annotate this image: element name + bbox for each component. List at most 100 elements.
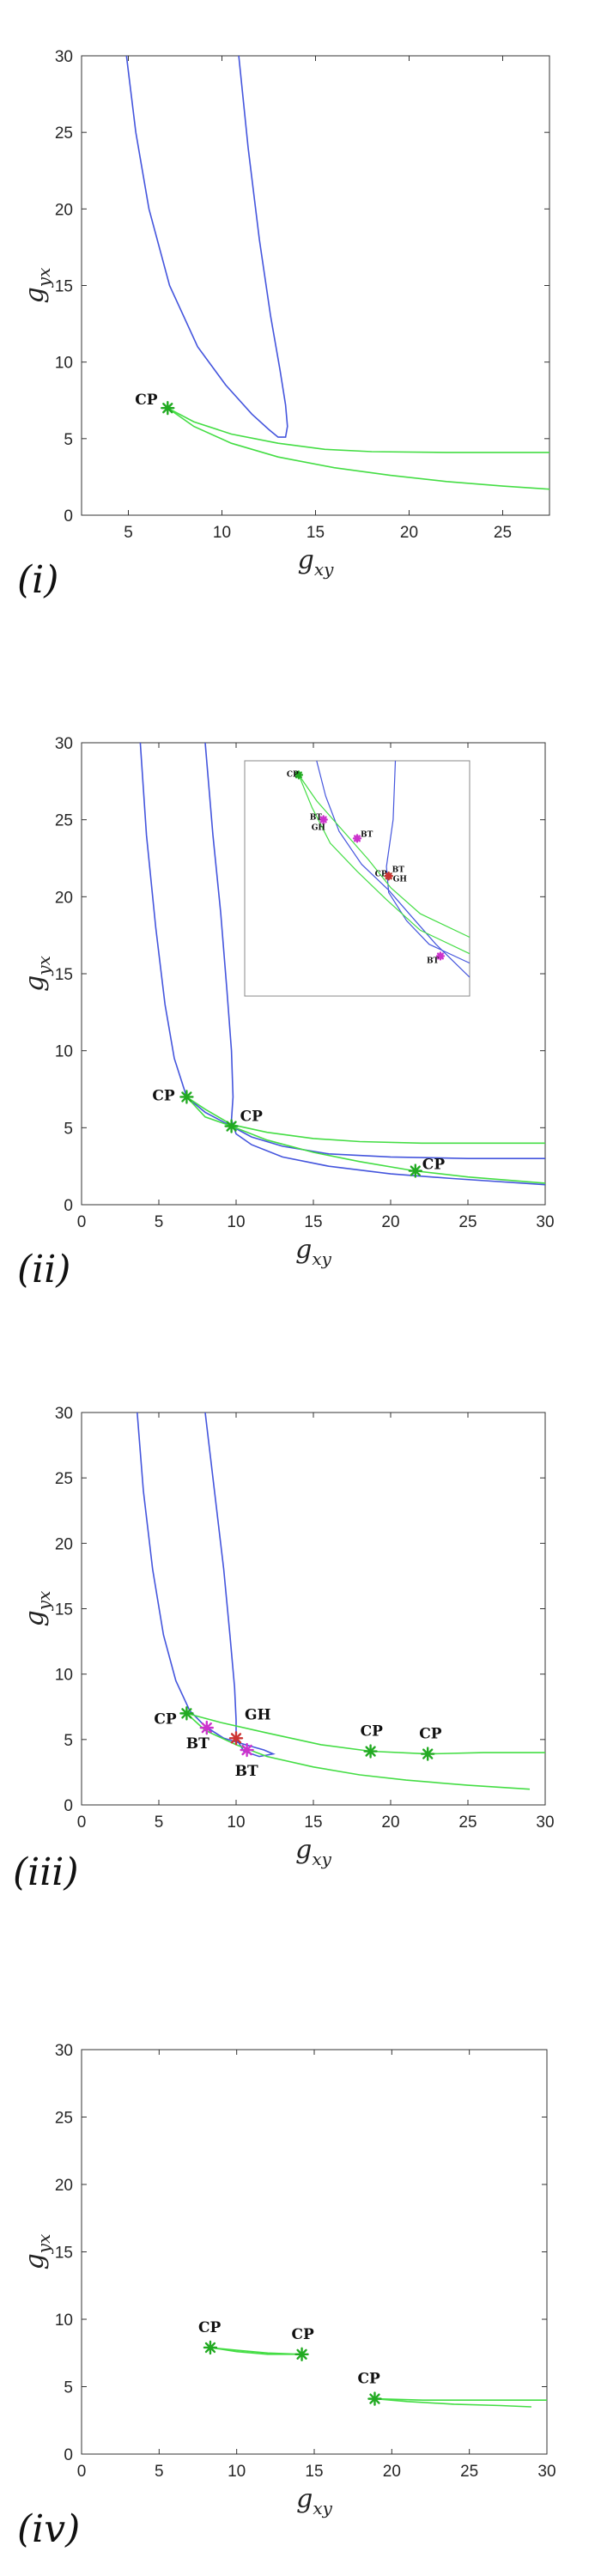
panel-iii: 0 5 10 15 20 25 30 0 5 10 15 20 25 30 gxy gyx CP BT GH BT CP…: [13, 1405, 555, 1894]
y-tick-label: 30: [55, 2042, 73, 2060]
marker-cp: [179, 1090, 194, 1104]
y-tick-label: 20: [55, 889, 73, 907]
x-tick-label: 5: [124, 524, 133, 542]
y-tick-label: 15: [55, 2245, 73, 2263]
inset-series: [298, 775, 470, 955]
x-tick-label: 5: [155, 2463, 164, 2481]
inset-series: [298, 775, 470, 939]
marker-label: CP: [357, 2371, 380, 2388]
marker-label: CP: [361, 1723, 384, 1741]
y-tick-label: 0: [64, 1797, 73, 1815]
x-tick-label: 0: [77, 1213, 87, 1231]
marker-cp: [367, 2391, 382, 2406]
x-axis-label: gxy: [295, 1835, 331, 1869]
panel-iv: 0 5 10 15 20 25 30 0 5 10 15 20 25 30 gxy gyx CP CP CP (iv): [17, 2042, 556, 2551]
x-tick-label: 20: [383, 2463, 401, 2481]
marker-cp: [224, 1119, 239, 1133]
series-green-b: [209, 2347, 302, 2355]
y-tick-label: 10: [55, 355, 73, 373]
y-tick-label: 20: [55, 2177, 73, 2195]
plot-frame: [81, 2049, 548, 2455]
x-tick-label: 30: [537, 2463, 555, 2481]
x-tick-label: 0: [77, 1814, 87, 1832]
marker-label: CP: [240, 1109, 264, 1126]
y-tick-label: 5: [64, 431, 73, 449]
inset-marker-label: GH: [393, 875, 408, 884]
x-tick-label: 25: [458, 1814, 477, 1832]
x-tick-label: 20: [381, 1213, 399, 1231]
marker-label: CP: [198, 2319, 222, 2336]
y-tick-label: 30: [55, 1405, 73, 1423]
y-tick-label: 15: [55, 278, 73, 296]
inset-marker-bt: [435, 951, 446, 961]
x-tick-label: 10: [228, 2463, 246, 2481]
y-tick-label: 5: [64, 1120, 73, 1138]
series-blue-right: [204, 1413, 237, 1739]
y-axis-label: gyx: [20, 268, 54, 304]
series-green-lower: [185, 1096, 545, 1184]
series-blue-left: [139, 743, 545, 1159]
inset-marker-label: BT: [361, 830, 373, 839]
x-tick-label: 30: [536, 1213, 554, 1231]
inset-marker-bt: [352, 834, 362, 843]
marker-cp: [203, 2340, 218, 2355]
inset-marker-label: BT: [392, 866, 405, 874]
inset-series: [385, 761, 470, 964]
marker-bt: [199, 1720, 215, 1735]
marker-label: CP: [422, 1157, 446, 1174]
marker-label: CP: [154, 1710, 177, 1728]
series-green-upper: [186, 1712, 545, 1755]
series-green-d: [374, 2397, 531, 2408]
y-tick-label: 10: [55, 1043, 73, 1061]
inset-marker-gh: [384, 872, 393, 881]
y-tick-label: 5: [64, 2379, 73, 2397]
y-tick-label: 20: [55, 1535, 73, 1553]
marker-bt: [240, 1742, 254, 1758]
marker-cp: [294, 2347, 309, 2362]
x-tick-label: 20: [381, 1814, 399, 1832]
x-tick-label: 10: [213, 524, 231, 542]
inset-series: [316, 761, 470, 978]
inset-marker-label: GH: [312, 824, 326, 833]
y-tick-label: 25: [55, 125, 73, 143]
inset-marker-label: BT: [310, 814, 323, 823]
marker-label: CP: [135, 392, 158, 409]
x-tick-label: 0: [77, 2463, 87, 2481]
marker-cp: [363, 1744, 378, 1759]
panel-i: 5 10 15 20 25 0 5 10 15 20 25 30 gxy gyx CP (i): [17, 48, 550, 602]
x-tick-label: 10: [227, 1814, 245, 1832]
marker-label: CP: [152, 1087, 175, 1104]
marker-label: CP: [419, 1726, 442, 1743]
inset-marker-cp: [294, 770, 304, 780]
x-tick-label: 25: [460, 2463, 478, 2481]
marker-label: CP: [292, 2326, 315, 2343]
y-tick-label: 10: [55, 1667, 73, 1685]
inset-marker-bt: [319, 815, 328, 824]
x-tick-label: 10: [227, 1213, 245, 1231]
plot-frame: [81, 55, 550, 516]
y-tick-label: 25: [55, 2110, 73, 2128]
x-axis-label: gxy: [295, 1235, 331, 1269]
x-tick-label: 15: [307, 524, 325, 542]
y-tick-label: 15: [55, 1601, 73, 1619]
series-blue-branch: [125, 56, 288, 438]
y-tick-label: 15: [55, 966, 73, 984]
y-tick-label: 30: [55, 48, 73, 66]
inset-series-group: [298, 761, 470, 978]
inset-marker-label: BT: [427, 957, 440, 965]
series-blue-left: [137, 1413, 276, 1758]
y-axis-label: gyx: [20, 956, 54, 992]
marker-cp: [161, 400, 175, 416]
marker-gh: [228, 1731, 244, 1746]
y-tick-label: 25: [55, 1470, 73, 1488]
x-tick-label: 5: [155, 1213, 164, 1231]
plot-frame: [81, 1412, 546, 1806]
marker-label: BT: [186, 1735, 209, 1753]
x-tick-label: 15: [304, 1213, 322, 1231]
marker-cp: [179, 1706, 194, 1721]
x-axis-label: gxy: [298, 545, 334, 580]
panel-label: (iv): [17, 2507, 80, 2551]
x-tick-label: 15: [305, 2463, 323, 2481]
x-axis-label: gxy: [296, 2484, 332, 2518]
y-tick-label: 20: [55, 201, 73, 219]
